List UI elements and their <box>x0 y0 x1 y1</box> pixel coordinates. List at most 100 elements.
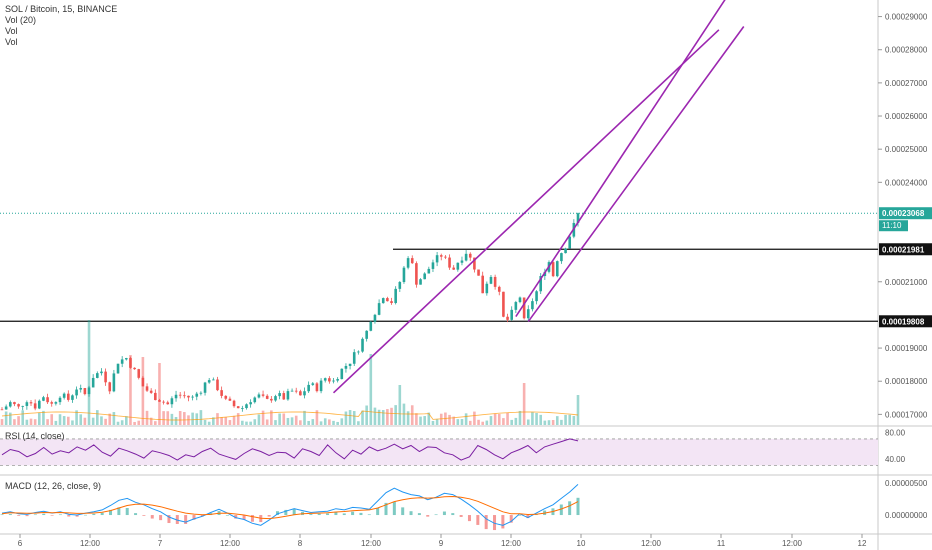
candle-body <box>464 253 468 261</box>
candle-body <box>526 309 530 319</box>
volume-bar <box>21 410 25 425</box>
candle-body <box>257 394 261 398</box>
macd-histogram-bar <box>83 514 87 516</box>
volume-bar <box>149 417 153 425</box>
last-price-label: 0.00023068 <box>882 209 925 218</box>
time-tick-label: 12:00 <box>80 539 101 548</box>
volume-bar <box>576 395 580 425</box>
candle-body <box>518 297 522 303</box>
candle-body <box>444 256 447 258</box>
volume-bar <box>394 405 397 425</box>
macd-histogram-bar <box>58 514 62 516</box>
price-tick-label: 0.00026000 <box>885 112 928 121</box>
candle-body <box>100 371 103 374</box>
macd-histogram-bar <box>476 515 480 525</box>
candle-body <box>336 379 339 381</box>
macd-histogram-bar <box>250 515 254 522</box>
volume-bar <box>274 420 277 425</box>
volume-bar <box>497 414 501 425</box>
volume-bar <box>299 420 302 425</box>
macd-histogram-bar <box>559 504 563 516</box>
candle-body <box>21 405 25 407</box>
volume-bar <box>435 419 439 425</box>
volume-bar <box>232 415 236 425</box>
vol-label-3[interactable]: Vol <box>5 37 18 47</box>
volume-bar <box>236 413 240 425</box>
macd-pane-label[interactable]: MACD (12, 26, close, 9) <box>5 481 102 491</box>
vol-label-2[interactable]: Vol <box>5 26 18 36</box>
volume-bar <box>464 413 468 425</box>
level-price-badge <box>879 243 932 256</box>
volume-bar <box>332 420 335 425</box>
candle-body <box>261 394 265 396</box>
volume-bar <box>328 419 331 425</box>
volume-bar <box>203 419 207 425</box>
volume-bar <box>37 412 41 425</box>
volume-bar <box>572 415 576 425</box>
volume-bar <box>315 410 319 425</box>
price-tick-label: 0.00019000 <box>885 344 928 353</box>
time-tick-label: 12:00 <box>220 539 241 548</box>
candle-body <box>216 379 219 391</box>
volume-bar <box>91 417 95 425</box>
price-tick-label: 0.00025000 <box>885 145 928 154</box>
price-tick-label: 0.00024000 <box>885 178 928 187</box>
time-tick-label: 11 <box>717 539 726 548</box>
candle-body <box>112 373 116 392</box>
time-tick-label: 7 <box>158 539 163 548</box>
volume-bar <box>46 419 49 425</box>
price-tick-label: 0.00027000 <box>885 79 928 88</box>
candle-body <box>265 395 269 399</box>
volume-bar <box>439 413 443 425</box>
symbol-title[interactable]: SOL / Bitcoin, 15, BINANCE <box>5 4 118 14</box>
volume-bar <box>456 419 460 425</box>
candle-body <box>162 401 165 403</box>
volume-indicator-label[interactable]: Vol (20) <box>5 15 37 25</box>
macd-histogram-bar <box>367 514 371 516</box>
candle-body <box>452 267 455 270</box>
candle-body <box>381 298 385 304</box>
candle-body <box>402 267 406 283</box>
volume-bar <box>386 409 389 425</box>
macd-histogram-bar <box>459 515 463 517</box>
candle-body <box>54 402 58 404</box>
candle-body <box>104 371 107 383</box>
volume-group <box>0 320 580 425</box>
macd-histogram-bar <box>142 515 146 516</box>
trendline <box>515 0 726 318</box>
volume-bar <box>398 385 402 425</box>
candle-body <box>195 393 199 397</box>
volume-bar <box>100 416 103 425</box>
candle-body <box>340 368 344 380</box>
volume-bar <box>224 416 228 425</box>
volume-bar <box>481 421 484 425</box>
candle-body <box>91 377 95 388</box>
macd-histogram-bar <box>576 497 580 516</box>
volume-bar <box>568 414 572 425</box>
volume-bar <box>270 410 273 425</box>
volume-bar <box>216 413 219 425</box>
countdown-label: 11:10 <box>882 221 902 230</box>
candle-body <box>361 338 364 352</box>
volume-bar <box>448 414 451 425</box>
volume-bar <box>108 413 112 425</box>
volume-bar <box>141 357 145 425</box>
candle-body <box>149 390 153 393</box>
volume-bar <box>241 420 244 425</box>
volume-bar <box>220 417 223 425</box>
macd-histogram-bar <box>225 515 229 516</box>
volume-bar <box>96 410 99 425</box>
candle-body <box>96 373 99 378</box>
macd-histogram-bar <box>484 515 488 530</box>
volume-bar <box>253 419 257 425</box>
candle-body <box>71 395 74 400</box>
macd-histogram-bar <box>467 515 471 522</box>
candle-body <box>539 276 543 292</box>
volume-bar <box>158 363 161 425</box>
volume-bar <box>71 420 74 425</box>
time-tick-label: 9 <box>439 539 444 548</box>
macd-histogram-bar <box>184 515 188 524</box>
candle-body <box>531 301 534 310</box>
rsi-pane-label[interactable]: RSI (14, close) <box>5 431 65 441</box>
candle-body <box>568 236 572 249</box>
